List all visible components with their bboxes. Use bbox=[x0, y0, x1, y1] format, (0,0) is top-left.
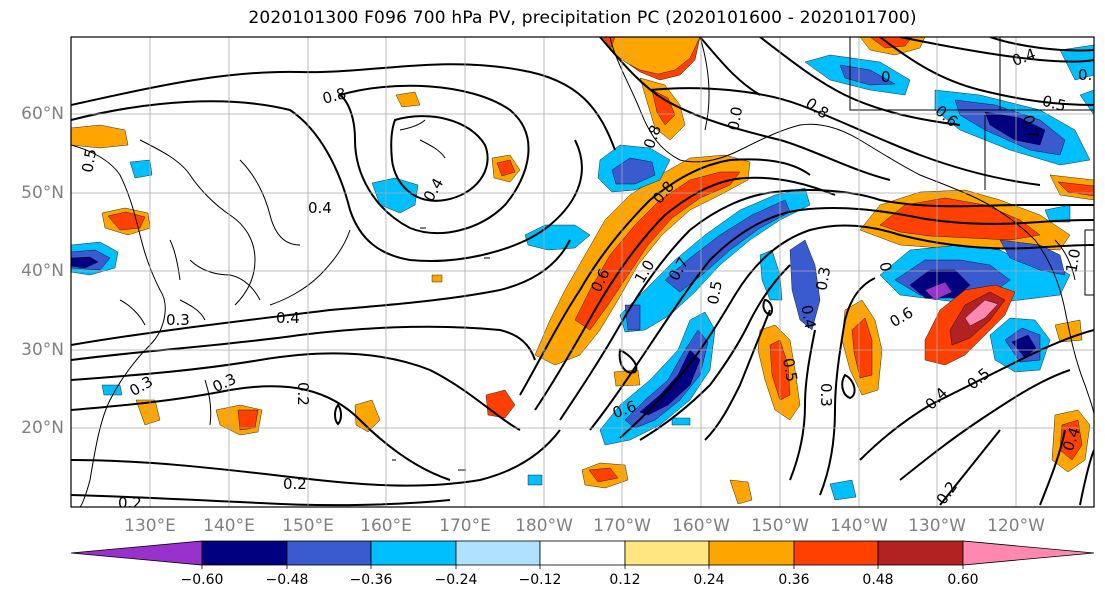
colorbar-segment bbox=[624, 540, 710, 566]
contour-label: 0.3 bbox=[166, 311, 190, 329]
contour-label: 0.2 bbox=[283, 475, 307, 493]
contour-label: 0 bbox=[876, 261, 895, 274]
colorbar-tick-label: 0.36 bbox=[778, 572, 810, 588]
colorbar-tick-label: 0.12 bbox=[609, 572, 641, 588]
graticule bbox=[71, 37, 1094, 507]
contour-label: 0.4 bbox=[276, 309, 300, 327]
contour-label: 0.4 bbox=[797, 304, 819, 331]
contour-label: 0.0 bbox=[724, 105, 746, 132]
colorbar-tick-label: −0.48 bbox=[265, 572, 309, 588]
colorbar-segment bbox=[793, 540, 879, 566]
colorbar-tick-label: −0.36 bbox=[349, 572, 393, 588]
colorbar-segment bbox=[708, 540, 795, 566]
colorbar-segment bbox=[539, 540, 626, 566]
precip-fields bbox=[71, 37, 1094, 505]
colorbar-tick-label: −0.60 bbox=[180, 572, 224, 588]
lon-label: 160°E bbox=[360, 516, 412, 536]
colorbar-extend-min bbox=[70, 540, 203, 566]
lat-label: 50°N bbox=[21, 183, 64, 203]
lon-label: 130°W bbox=[908, 516, 966, 536]
coastlines bbox=[71, 37, 1094, 507]
lat-label: 60°N bbox=[21, 104, 64, 124]
contour-label: 0.5 bbox=[704, 279, 726, 306]
lat-label: 20°N bbox=[21, 418, 64, 438]
contour-label: 0.3 bbox=[812, 265, 834, 292]
colorbar-segment bbox=[201, 540, 288, 566]
contour-label: 0.8 bbox=[320, 84, 348, 108]
colorbar-segment bbox=[286, 540, 372, 566]
colorbar-tick-label: 0.24 bbox=[693, 572, 725, 588]
contour-label: 0.5 bbox=[1040, 92, 1068, 116]
map-title: 2020101300 F096 700 hPa PV, precipitatio… bbox=[248, 8, 917, 28]
contour-label: 0.7 bbox=[1019, 113, 1043, 141]
colorbar bbox=[70, 540, 1095, 569]
map-frame bbox=[70, 36, 1095, 508]
pv-contours bbox=[71, 37, 1094, 507]
lon-label: 130°E bbox=[124, 516, 176, 536]
colorbar-extend-max bbox=[962, 540, 1095, 566]
contour-label: 0.5 bbox=[78, 147, 100, 174]
lon-label: 120°W bbox=[987, 516, 1045, 536]
contour-label: 0.4 bbox=[308, 199, 332, 217]
contour-label: 0.2 bbox=[118, 494, 142, 512]
lon-label: 170°E bbox=[439, 516, 491, 536]
lon-label: 150°E bbox=[282, 516, 334, 536]
contour-label: 1.0 bbox=[1062, 247, 1084, 274]
lat-label: 40°N bbox=[21, 261, 64, 281]
contour-label: 0.5 bbox=[779, 357, 801, 384]
colorbar-tick-label: 0.48 bbox=[862, 572, 894, 588]
contour-label: 0.2 bbox=[294, 382, 312, 406]
lon-label: 150°W bbox=[751, 516, 809, 536]
colorbar-tick-label: 0.60 bbox=[947, 572, 979, 588]
colorbar-tick-label: −0.24 bbox=[434, 572, 478, 588]
contour-label: 0.3 bbox=[817, 383, 835, 407]
lon-label: 140°W bbox=[830, 516, 888, 536]
lon-label: 160°W bbox=[672, 516, 730, 536]
colorbar-segment bbox=[877, 540, 964, 566]
lon-label: 170°W bbox=[593, 516, 651, 536]
lon-label: 180°W bbox=[515, 516, 573, 536]
lat-label: 30°N bbox=[21, 340, 64, 360]
lon-label: 140°E bbox=[203, 516, 255, 536]
contour-label: 0.3 bbox=[1078, 66, 1102, 84]
colorbar-segment bbox=[370, 540, 457, 566]
colorbar-segment bbox=[455, 540, 541, 566]
contour-label: 0 bbox=[881, 68, 891, 86]
colorbar-tick-label: −0.12 bbox=[518, 572, 562, 588]
